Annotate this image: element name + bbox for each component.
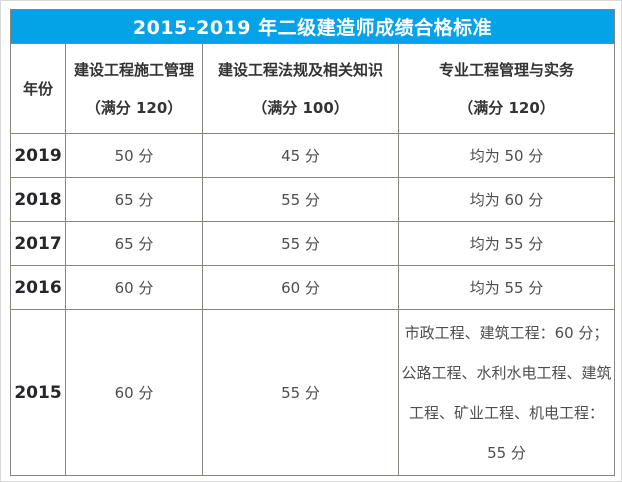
practice-score-2018: 均为 60 分 <box>397 177 616 222</box>
management-score-2016: 60 分 <box>65 265 203 310</box>
management-score-2015: 60 分 <box>65 309 203 476</box>
regulations-score-2016: 60 分 <box>202 265 399 310</box>
regulations-score-2017: 55 分 <box>202 221 399 266</box>
table-row-2017: 2017 65 分 55 分 均为 55 分 <box>10 221 616 266</box>
management-score-2018: 65 分 <box>65 177 203 222</box>
year-cell-2015: 2015 <box>10 309 66 476</box>
table-row-2016: 2016 60 分 60 分 均为 55 分 <box>10 265 616 310</box>
regulations-score-2019: 45 分 <box>202 133 399 178</box>
management-score-2017: 65 分 <box>65 221 203 266</box>
passing-score-table: 2015-2019 年二级建造师成绩合格标准 年份 建设工程施工管理 （满分 1… <box>9 9 616 476</box>
table-row-2018: 2018 65 分 55 分 均为 60 分 <box>10 177 616 222</box>
practice-score-2019: 均为 50 分 <box>397 133 616 178</box>
practice-score-2016: 均为 55 分 <box>397 265 616 310</box>
header-professional-practice-label: 专业工程管理与实务 <box>439 60 575 79</box>
header-row: 年份 建设工程施工管理 （满分 120） 建设工程法规及相关知识 （满分 100… <box>10 43 616 134</box>
practice-score-2017: 均为 55 分 <box>397 221 616 266</box>
header-year: 年份 <box>10 43 66 134</box>
header-laws-regulations: 建设工程法规及相关知识 （满分 100） <box>202 43 399 134</box>
table-title: 2015-2019 年二级建造师成绩合格标准 <box>9 9 616 44</box>
practice-score-2015: 市政工程、建筑工程：60 分； 公路工程、水利水电工程、建筑 工程、矿业工程、机… <box>397 309 616 476</box>
year-cell-2017: 2017 <box>10 221 66 266</box>
header-professional-practice: 专业工程管理与实务 （满分 120） <box>397 43 616 134</box>
header-laws-regulations-label: 建设工程法规及相关知识 <box>217 60 383 79</box>
year-cell-2019: 2019 <box>10 133 66 178</box>
title-row: 2015-2019 年二级建造师成绩合格标准 <box>9 9 616 44</box>
header-year-label: 年份 <box>22 79 53 98</box>
header-laws-regulations-maxscore: （满分 100） <box>252 98 349 117</box>
regulations-score-2015: 55 分 <box>202 309 399 476</box>
header-professional-practice-maxscore: （满分 120） <box>458 98 555 117</box>
header-construction-management: 建设工程施工管理 （满分 120） <box>65 43 203 134</box>
table-row-2019: 2019 50 分 45 分 均为 50 分 <box>10 133 616 178</box>
table-row-2015: 2015 60 分 55 分 市政工程、建筑工程：60 分； 公路工程、水利水电… <box>10 309 616 476</box>
regulations-score-2018: 55 分 <box>202 177 399 222</box>
management-score-2019: 50 分 <box>65 133 203 178</box>
header-construction-management-label: 建设工程施工管理 <box>73 60 194 79</box>
year-cell-2018: 2018 <box>10 177 66 222</box>
year-cell-2016: 2016 <box>10 265 66 310</box>
header-construction-management-maxscore: （满分 120） <box>85 98 183 117</box>
